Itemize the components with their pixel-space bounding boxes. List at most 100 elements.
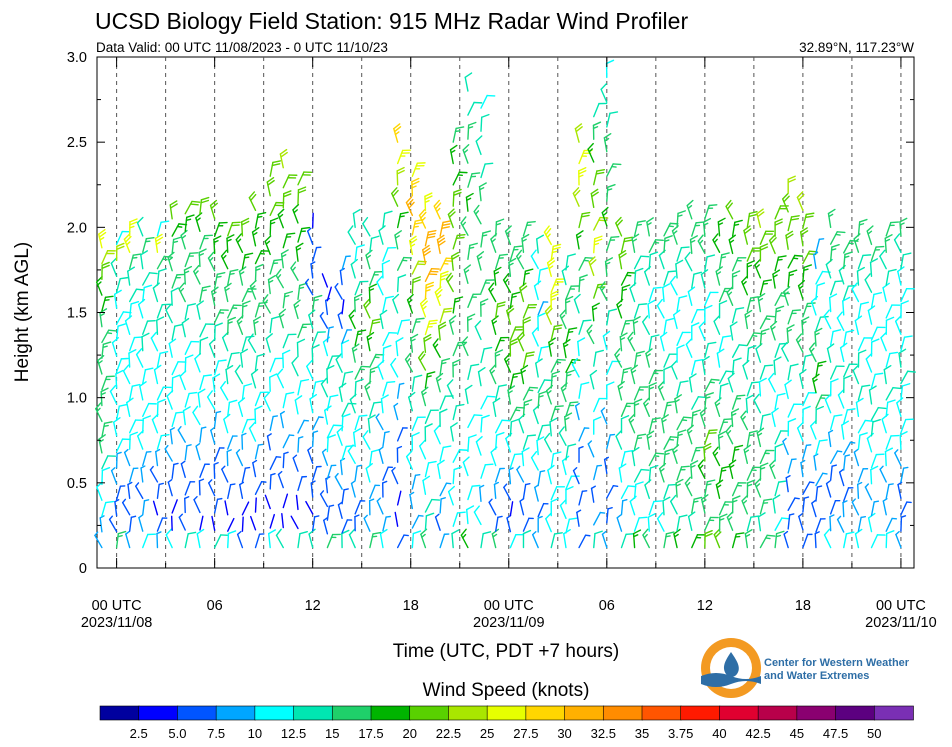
barb-staff <box>550 405 557 421</box>
wind-barb <box>620 236 633 253</box>
barb-feather <box>584 257 594 259</box>
wind-barb <box>746 296 759 313</box>
wind-barb <box>241 432 247 450</box>
wind-barb <box>395 337 404 357</box>
barb-staff <box>676 431 679 448</box>
barb-feather <box>470 363 480 367</box>
wind-barb <box>135 482 144 500</box>
barb-staff <box>354 415 360 431</box>
barb-half-feather <box>313 515 320 518</box>
wind-barb <box>452 233 466 250</box>
barb-feather <box>103 421 113 425</box>
barb-staff <box>494 434 498 450</box>
barb-staff <box>746 466 754 481</box>
barb-feather <box>754 477 762 485</box>
wind-barb <box>704 304 713 324</box>
barb-feather <box>590 188 599 195</box>
barb-staff <box>731 533 737 549</box>
barb-feather <box>419 353 426 362</box>
barb-staff <box>753 399 762 414</box>
barb-feather <box>753 393 760 401</box>
wind-barb <box>369 401 383 418</box>
wind-barb <box>166 390 174 410</box>
wind-barb <box>465 192 474 212</box>
barb-feather <box>213 235 222 241</box>
wind-barb <box>633 303 648 319</box>
barb-staff <box>369 353 377 368</box>
barb-staff <box>870 373 876 389</box>
barb-staff <box>508 469 512 485</box>
wind-barb <box>691 322 700 341</box>
barb-staff <box>265 337 271 353</box>
wind-barb <box>543 225 552 246</box>
barb-staff <box>480 232 484 248</box>
barb-staff <box>885 483 890 500</box>
barb-staff <box>156 483 160 500</box>
barb-feather <box>102 341 112 345</box>
barb-staff <box>829 499 837 515</box>
barb-feather <box>115 369 124 375</box>
chart-subtitle: Data Valid: 00 UTC 11/08/2023 - 0 UTC 11… <box>96 40 388 55</box>
barb-staff <box>802 250 811 265</box>
barb-staff <box>193 499 201 514</box>
barb-staff <box>701 360 706 376</box>
barb-feather <box>890 221 900 224</box>
wind-barb <box>128 419 144 434</box>
barb-feather <box>480 298 489 303</box>
barb-staff <box>395 340 399 357</box>
barb-staff <box>297 419 305 434</box>
wind-barb <box>396 149 411 165</box>
barb-staff <box>213 222 221 237</box>
barb-staff <box>550 278 558 293</box>
barb-staff <box>800 461 804 478</box>
barb-half-feather <box>312 430 319 434</box>
wind-barb <box>294 395 303 415</box>
wind-barb <box>282 174 298 189</box>
barb-staff <box>363 517 371 532</box>
wind-barb <box>691 409 701 428</box>
wind-barb <box>193 264 201 285</box>
barb-half-feather <box>495 222 502 226</box>
barb-feather <box>104 295 114 299</box>
wind-barb <box>279 148 288 169</box>
wind-barb <box>616 514 623 532</box>
barb-staff <box>128 303 132 319</box>
barb-half-feather <box>690 464 696 469</box>
barb-half-feather <box>726 430 732 435</box>
wind-barb <box>451 251 460 271</box>
barb-staff <box>171 412 177 428</box>
barb-staff <box>574 405 580 421</box>
barb-half-feather <box>125 241 131 246</box>
logo-drop-icon <box>723 652 739 677</box>
barb-staff <box>248 427 257 442</box>
wind-barb <box>756 427 765 448</box>
colorbar-swatch <box>99 705 140 721</box>
wind-barb <box>411 474 421 490</box>
barb-feather <box>785 233 794 240</box>
wind-barb <box>656 298 665 319</box>
barb-staff <box>169 429 173 445</box>
wind-barb <box>268 529 277 549</box>
wind-barb <box>411 177 420 197</box>
barb-half-feather <box>748 434 755 437</box>
barb-half-feather <box>524 482 531 486</box>
wind-barb <box>184 214 195 232</box>
barb-feather <box>653 500 663 503</box>
barb-half-feather <box>399 215 405 218</box>
barb-feather <box>272 160 282 164</box>
barb-feather <box>676 344 685 349</box>
barb-staff <box>857 385 863 401</box>
barb-feather <box>455 126 465 130</box>
barb-half-feather <box>519 498 525 502</box>
barb-staff <box>615 435 623 450</box>
barb-staff <box>362 436 371 450</box>
barb-feather <box>802 405 811 411</box>
wind-barb <box>99 308 108 328</box>
barb-feather <box>608 308 618 312</box>
barb-feather <box>191 200 201 203</box>
barb-half-feather <box>369 370 376 374</box>
barb-feather <box>799 368 807 375</box>
barb-half-feather <box>760 332 767 336</box>
barb-staff <box>843 331 847 347</box>
wind-barb <box>509 418 520 437</box>
